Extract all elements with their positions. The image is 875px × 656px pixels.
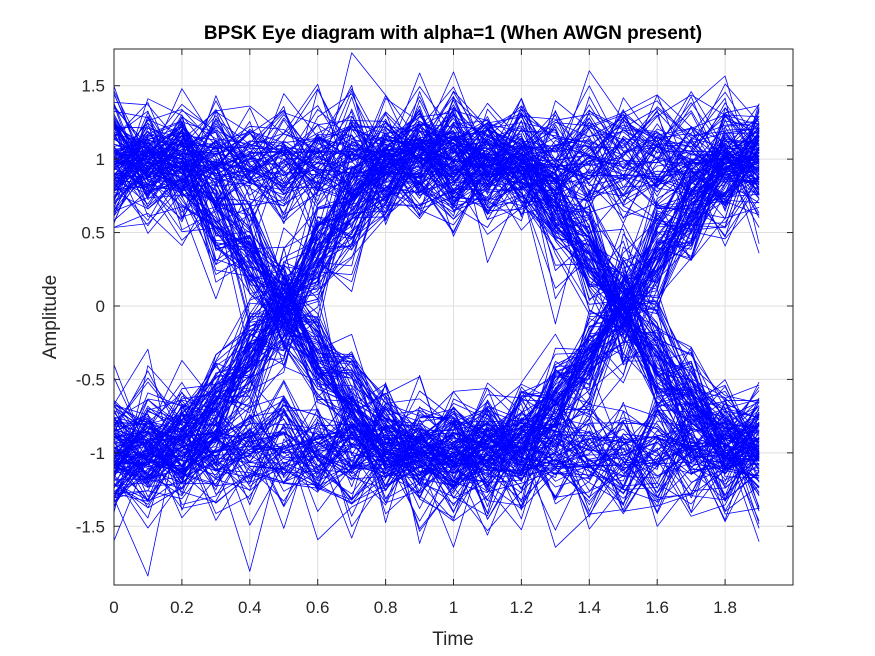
eye-trace-line [113,139,760,487]
eye-trace-line [113,96,760,461]
eye-trace-line [113,380,760,531]
eye-trace-line [113,151,760,508]
eye-trace-line [113,119,760,449]
eye-trace-line [113,114,760,489]
y-tick-label: 1 [96,150,105,169]
eye-trace-line [113,115,760,501]
y-tick-label: 1.5 [81,77,105,96]
y-tick-label: -1 [90,444,105,463]
eye-trace-line [113,75,760,481]
axis-ticks [113,49,793,585]
eye-trace-line [113,118,760,512]
eye-trace-line [113,137,760,467]
y-tick-label: 0 [96,297,105,316]
x-tick-label: 0.8 [374,598,398,617]
y-tick-label: 0.5 [81,224,105,243]
eye-trace-line [113,88,760,471]
eye-trace-line [113,115,760,530]
trace-lines [113,52,760,577]
eye-trace-line [113,120,760,512]
eye-trace-line [113,122,760,503]
x-tick-labels: 0 0.2 0.4 0.6 0.8 1 1.2 1.4 1.6 1.8 [109,598,737,617]
y-tick-labels: 1.5 1 0.5 0 -0.5 -1 -1.5 [76,77,105,537]
eye-trace-line [113,155,760,512]
eye-trace-line [113,93,760,506]
x-tick-label: 1.8 [713,598,737,617]
eye-trace-line [113,112,760,220]
eye-trace-line [113,138,760,458]
x-tick-label: 0.4 [238,598,262,617]
eye-trace-line [113,176,760,468]
eye-trace-line [113,366,760,527]
eye-trace-line [113,183,760,548]
eye-trace-line [113,129,760,454]
x-tick-label: 0.2 [170,598,194,617]
eye-trace-line [113,144,760,491]
x-tick-label: 1 [449,598,458,617]
y-axis-label: Amplitude [40,275,61,360]
x-tick-label: 0.6 [306,598,330,617]
eye-trace-line [113,107,760,463]
x-axis-label: Time [432,629,474,650]
eye-trace-line [113,143,760,491]
eye-trace-line [113,150,760,492]
y-tick-label: -1.5 [76,517,105,536]
eye-trace-line [113,127,760,517]
eye-trace-line [113,135,760,495]
eye-trace-line [113,131,760,472]
eye-trace-line [113,114,760,491]
eye-trace-line [113,141,760,507]
eye-trace-line [113,83,760,476]
eye-trace-line [113,114,760,459]
eye-trace-line [113,94,760,212]
eye-trace-line [113,166,760,474]
eye-trace-line [113,135,760,493]
eye-trace-line [113,401,760,513]
eye-trace-line [113,421,760,517]
eye-trace-line [113,190,760,475]
chart-title: BPSK Eye diagram with alpha=1 (When AWGN… [204,23,702,44]
eye-trace-line [113,424,760,499]
eye-trace-line [113,134,760,459]
eye-trace-line [113,129,760,489]
eye-trace-line [113,174,760,477]
x-tick-label: 1.4 [577,598,601,617]
eye-trace-line [113,83,760,184]
eye-trace-line [113,395,760,530]
eye-trace-line [113,140,760,501]
eye-trace-line [113,113,760,247]
eye-trace-line [113,114,760,486]
eye-trace-line [113,176,760,508]
eye-trace-line [113,399,760,492]
eye-trace-line [113,122,760,460]
y-tick-label: -0.5 [76,370,105,389]
eye-trace-line [113,123,760,233]
eye-trace-line [113,407,760,505]
eye-trace-line [113,401,760,519]
x-tick-label: 1.2 [510,598,534,617]
x-tick-label: 1.6 [645,598,669,617]
x-tick-label: 0 [109,598,118,617]
eye-trace-line [113,105,760,514]
eye-trace-line [113,105,760,418]
eye-trace-line [113,113,760,455]
eye-trace-line [113,109,760,480]
eye-trace-line [113,96,760,460]
eye-trace-line [113,127,760,497]
eye-trace-line [113,382,760,498]
eye-trace-line [113,125,760,502]
eye-trace-line [113,105,760,457]
eye-trace-line [113,96,760,529]
eye-trace-line [113,71,760,446]
eye-trace-line [113,122,760,473]
eye-trace-line [113,93,760,525]
eye-trace-line [113,409,760,505]
eye-trace-line [113,106,760,460]
eye-trace-line [113,91,760,452]
